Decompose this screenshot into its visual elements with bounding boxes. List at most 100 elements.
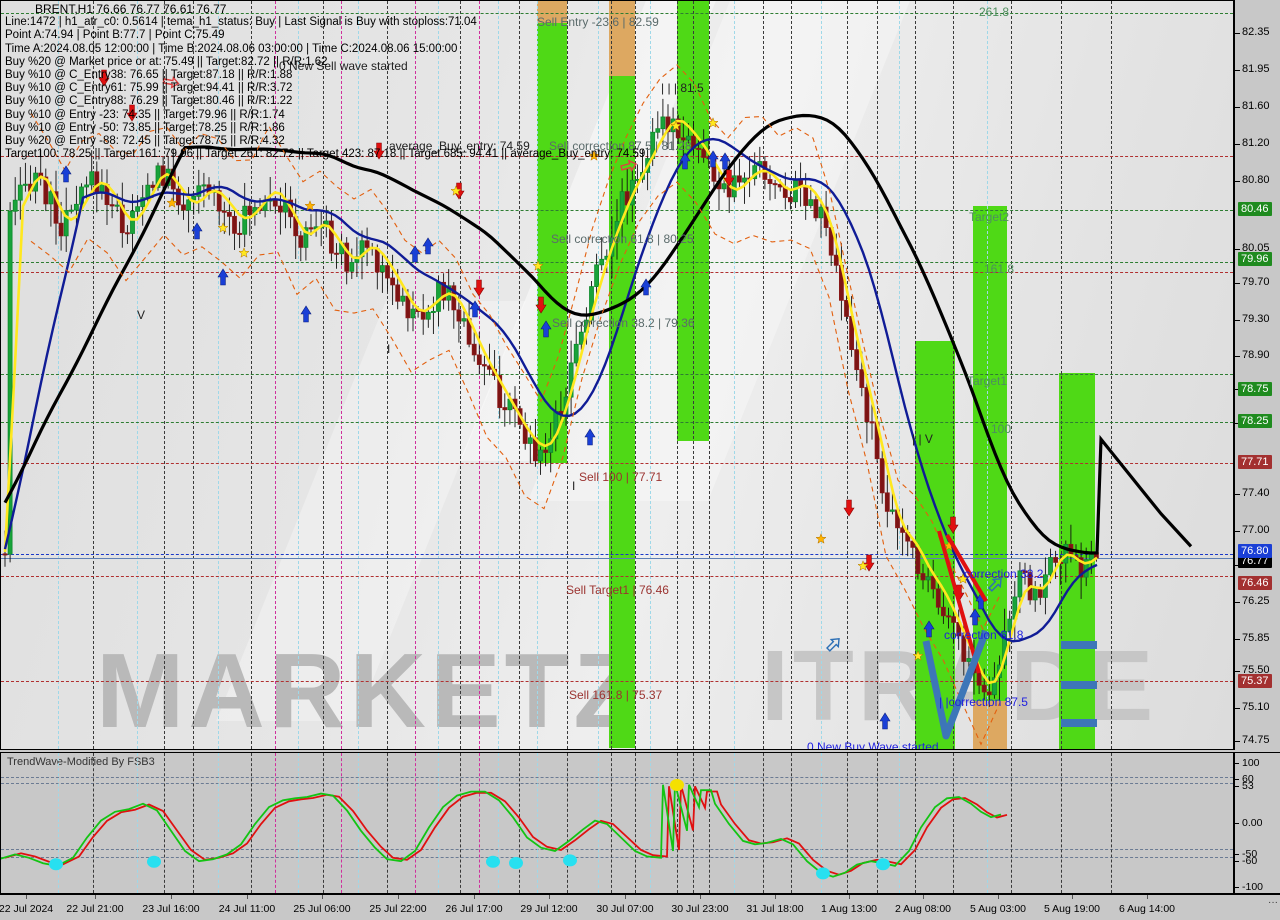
hlevel-1 [1,262,1233,263]
buy-arrow-5 [422,237,434,255]
price-tick-dash-10 [1235,423,1240,424]
ma-black [3,113,1193,555]
zone-sell-entry-orange [537,1,567,23]
star-marker-8 [707,117,719,128]
indicator-title: TrendWave-Modified By FSB3 [7,756,155,768]
time-tick-1 [95,895,96,899]
price-tick-77.40: 77.40 [1242,487,1270,499]
indicator-line-fast [1,783,1002,878]
buy-arrow-4 [409,245,421,263]
price-tick-dash-1 [1235,70,1240,71]
annotation-wave-tick-i: I [387,342,391,356]
star-marker-3 [304,200,316,211]
vgrid-23 [635,1,636,749]
hlevel-5 [1,156,1233,157]
time-label-3: 24 Jul 11:00 [218,903,276,915]
time-label-1: 22 Jul 21:00 [66,903,124,915]
ind-vgrid-5 [218,753,219,893]
sell-arrow-0 [98,69,110,87]
vgrid-19 [537,1,538,749]
price-tick-80.80: 80.80 [1242,174,1270,186]
ind-level-3 [1,857,1233,858]
price-badge-78.75: 78.75 [1238,382,1272,396]
buy-arrow-14 [923,620,935,638]
hlevel-3 [1,422,1233,423]
indicator-signal-dot-1 [147,855,161,868]
price-badge-78.25: 78.25 [1238,414,1272,428]
vgrid-36 [953,1,954,749]
time-tick-0 [26,895,27,899]
time-axis[interactable]: ··· 22 Jul 2024 22 Jul 21:00 23 Jul 16:00 2… [0,894,1280,920]
star-marker-7 [670,120,682,131]
ind-level-2 [1,849,1233,850]
time-label-4: 25 Jul 06:00 [293,903,351,915]
price-tick-81.20: 81.20 [1242,137,1270,149]
ind-tick-dash-0.00 [1235,823,1239,824]
price-tick-dash-2 [1235,107,1240,108]
buy-arrow-2 [217,268,229,286]
vgrid-28 [734,1,735,749]
time-label-13: 5 Aug 03:00 [969,903,1027,915]
vgrid-11 [358,1,359,749]
buy-arrow-11 [707,150,719,168]
price-tick-75.50: 75.50 [1242,664,1270,676]
vgrid-34 [899,1,900,749]
hlevel-10 [1,554,1233,555]
vgrid-32 [847,1,848,749]
price-tick-80.05: 80.05 [1242,242,1270,254]
ind-vgrid-3 [164,753,165,893]
time-label-7: 29 Jul 12:00 [520,903,578,915]
price-tick-dash-7 [1235,320,1240,321]
vgrid-1 [93,1,94,749]
ind-vgrid-2 [137,753,138,893]
zone-zone-green-1 [537,23,567,463]
ind-vgrid-35 [915,753,916,893]
ind-vgrid-29 [763,753,764,893]
ind-vgrid-20 [567,753,568,893]
ind-tick-dash-100 [1235,763,1239,764]
price-chart-pane[interactable]: MARKETZ ITRADE Sell Entry -23.6 | 82.59 |… [0,0,1234,750]
sell-arrow-5 [535,296,547,314]
ind-vgrid-6 [251,753,252,893]
vgrid-4 [193,1,194,749]
hlevel-2 [1,374,1233,375]
ind-vgrid-38 [1011,753,1012,893]
price-scale[interactable]: 82.35 81.95 81.60 81.20 80.80 80.05 79.70 79.30… [1234,0,1280,750]
candlesticks [2,98,1099,707]
ma-yellow [3,119,1098,685]
hlevel-9 [1,681,1233,682]
ind-vgrid-34 [899,753,900,893]
fractal-band-upper [30,64,1001,631]
annotation-sell-corr-875: Sell correction 87.5 | 81.28 [549,139,692,153]
price-badge-79.96: 79.96 [1238,252,1272,266]
annotation-sell-entry: Sell Entry -23.6 | 82.59 [537,15,659,29]
ind-vgrid-40 [1111,753,1112,893]
indicator-signal-dot-7 [876,858,890,871]
sell-arrow-7 [843,499,855,517]
indicator-signal-dot-4 [563,854,577,867]
time-label-5: 25 Jul 22:00 [369,903,427,915]
price-tick-dash-4 [1235,181,1240,182]
price-tick-dash-15 [1235,639,1240,640]
vgrid-35 [915,1,916,749]
vgrid-40 [1111,1,1112,749]
ind-vgrid-15 [460,753,461,893]
time-label-8: 30 Jul 07:00 [596,903,654,915]
time-label-6: 26 Jul 17:00 [445,903,503,915]
hlevel-4 [1,13,1233,14]
price-badge-80.46: 80.46 [1238,202,1272,216]
indicator-pane[interactable]: TrendWave-Modified By FSB3 [0,752,1234,894]
time-label-12: 2 Aug 08:00 [894,903,952,915]
sell-arrow-9 [947,516,959,534]
annotation-corr-875: | |correction 87.5 [939,695,1028,709]
price-tick-81.60: 81.60 [1242,100,1270,112]
annotation-sell-target1: Sell Target1 | 76.46 [566,583,669,597]
hlevel-8 [1,576,1233,577]
annotation-sell-corr-382: Sell correction 38.2 | 79.36 [552,316,695,330]
price-tick-77.00: 77.00 [1242,524,1270,536]
buy-arrow-1 [191,222,203,240]
sell-arrow-4 [473,279,485,297]
vgrid-10 [341,1,342,749]
ind-vgrid-9 [323,753,324,893]
price-tick-dash-11 [1235,494,1240,495]
